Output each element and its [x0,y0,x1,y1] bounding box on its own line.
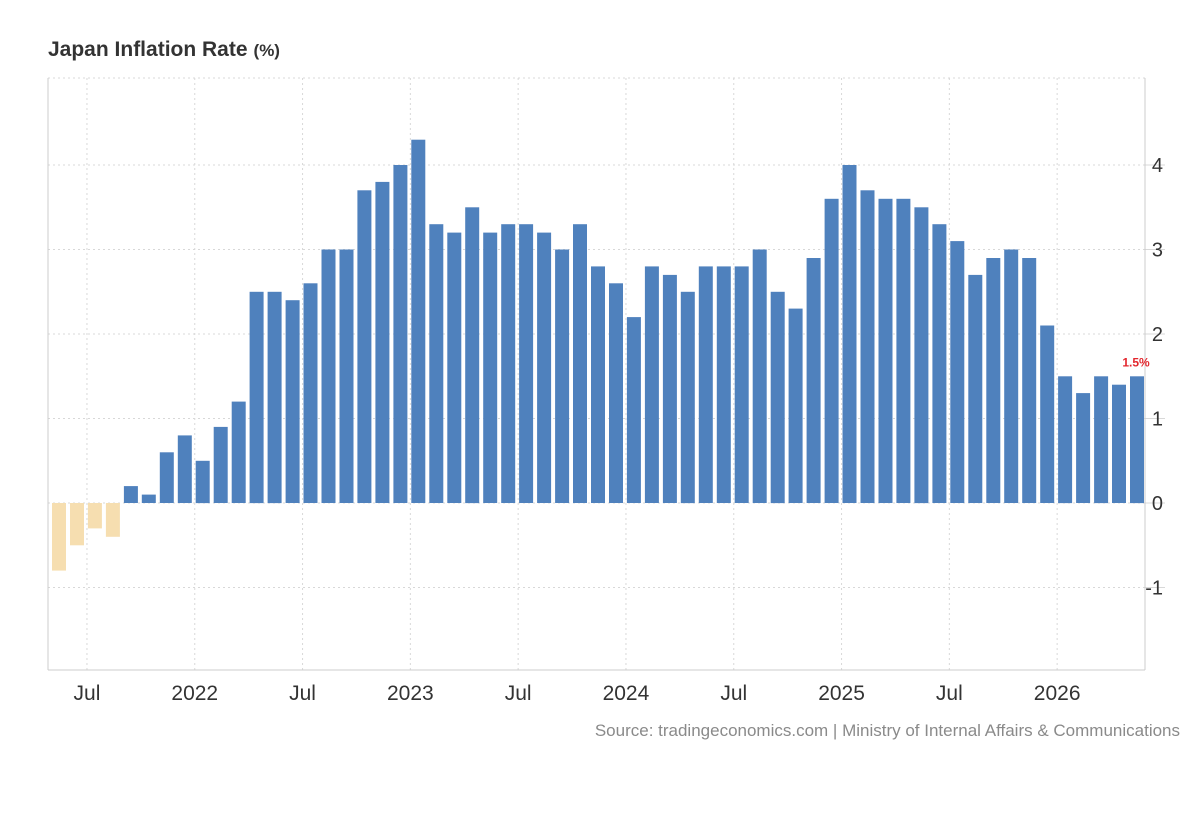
x-tick-label: 2023 [387,682,434,705]
bar-2025-11[interactable] [1022,258,1037,503]
bar-2021-05[interactable] [52,503,66,571]
bar-2025-09[interactable] [986,258,1001,503]
bar-2024-01[interactable] [626,317,641,503]
bar-2023-06[interactable] [501,224,516,503]
bar-2026-01[interactable] [1058,376,1073,504]
bar-2023-04[interactable] [465,207,480,504]
bar-2022-07[interactable] [303,283,318,503]
bar-2025-06[interactable] [932,224,947,503]
y-tick-label: 1 [1152,409,1163,431]
bar-2026-05[interactable] [1130,376,1144,504]
bar-2024-03[interactable] [662,274,677,503]
y-tick-label: 3 [1152,240,1163,262]
bars-layer [52,139,1144,571]
bar-2022-10[interactable] [357,190,372,504]
bar-2025-04[interactable] [896,198,911,504]
y-tick-label: 0 [1152,493,1163,515]
y-tick-label: 4 [1152,155,1163,177]
bar-2022-05[interactable] [267,291,282,504]
x-tick-label: 2025 [818,682,865,705]
chart-title: Japan Inflation Rate (%) [48,38,280,62]
x-tick-label: 2022 [171,682,218,705]
x-tick-label: Jul [936,682,963,705]
y-tick-label: 2 [1152,324,1163,346]
bar-2024-12[interactable] [824,198,839,504]
bar-2021-07[interactable] [87,503,102,529]
bar-2023-07[interactable] [519,224,534,503]
grid-layer [48,77,1145,670]
axis-layer [47,78,1165,671]
bar-2026-03[interactable] [1094,376,1109,504]
bar-2026-04[interactable] [1112,384,1126,503]
source-note: Source: tradingeconomics.com | Ministry … [594,721,1180,740]
x-tick-label: 2024 [603,682,650,705]
bar-2024-06[interactable] [716,266,731,503]
bar-2023-05[interactable] [483,232,498,503]
x-tick-label: 2026 [1034,682,1081,705]
bar-2023-11[interactable] [591,266,605,503]
bar-2024-02[interactable] [644,266,659,503]
bar-2025-10[interactable] [1004,249,1019,504]
bar-2023-01[interactable] [411,139,426,503]
bar-2022-09[interactable] [339,249,354,504]
bar-2022-08[interactable] [321,249,336,504]
bar-2024-08[interactable] [752,249,767,504]
bar-2025-08[interactable] [968,274,983,503]
bar-2023-03[interactable] [447,232,462,503]
chart-title-unit: (%) [253,41,280,60]
bar-2023-08[interactable] [537,232,552,503]
y-tick-label: -1 [1145,578,1163,600]
bar-2022-02[interactable] [213,426,228,503]
bar-2025-12[interactable] [1040,325,1055,504]
bar-2025-07[interactable] [950,241,965,503]
bar-2023-09[interactable] [555,249,570,504]
bar-2025-03[interactable] [878,198,893,504]
bar-2024-09[interactable] [770,291,785,504]
bar-2026-02[interactable] [1076,393,1091,503]
x-tick-label: Jul [720,682,747,705]
bar-2025-02[interactable] [860,190,875,504]
bar-2021-09[interactable] [123,486,138,503]
bar-2025-01[interactable] [842,165,857,503]
bar-2023-02[interactable] [429,224,444,503]
bar-2022-01[interactable] [195,460,210,504]
bar-2024-10[interactable] [788,308,803,503]
bar-2024-11[interactable] [806,258,821,503]
bar-2022-03[interactable] [231,401,246,503]
x-tick-label: Jul [74,682,101,705]
bar-2024-04[interactable] [680,291,695,504]
bar-2022-04[interactable] [249,291,264,504]
last-value-label: 1.5% [1122,355,1150,369]
bar-2024-07[interactable] [734,266,749,503]
bar-2022-11[interactable] [375,181,390,503]
bar-2025-05[interactable] [914,207,929,504]
bar-2022-06[interactable] [285,300,300,503]
bar-2024-05[interactable] [698,266,713,503]
chart-title-text: Japan Inflation Rate [48,38,248,61]
bar-2021-11[interactable] [159,452,174,503]
bar-2021-06[interactable] [70,503,84,546]
bar-2023-10[interactable] [573,224,587,503]
bar-2021-10[interactable] [141,494,156,503]
bar-2023-12[interactable] [609,283,623,503]
labels-layer: -1 0 1 2 3 4 Jul 2022 Jul 2023 Jul 2024 Jul 2025 Jul 20… [74,155,1163,705]
bar-2021-08[interactable] [105,503,120,537]
bar-2022-12[interactable] [393,165,408,503]
bar-2021-12[interactable] [177,435,192,503]
x-tick-label: Jul [505,682,532,705]
x-tick-label: Jul [289,682,316,705]
